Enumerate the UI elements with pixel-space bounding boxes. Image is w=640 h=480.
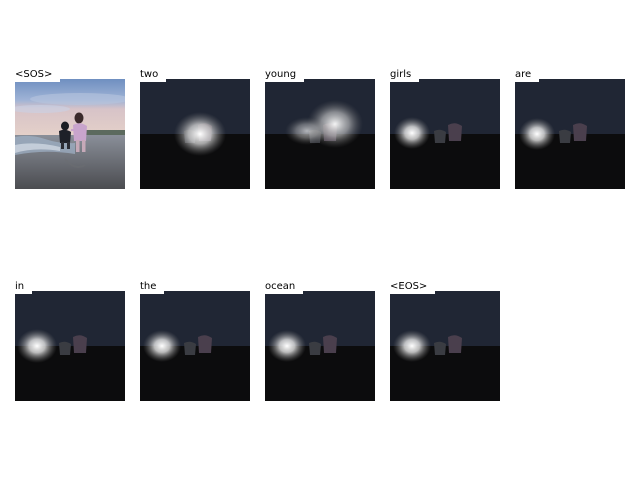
attention-panel-6: the [140,281,250,401]
attention-map [140,291,250,401]
attention-panel-5: in [15,281,125,401]
attention-panel-4: are [515,69,625,189]
word-label: two [140,69,167,82]
attention-panel-7: ocean [265,281,375,401]
beach-photo [15,79,125,189]
word-label: girls [390,69,420,82]
attention-panel-8: <EOS> [390,281,500,401]
word-label: young [265,69,305,82]
attention-panel-1: two [140,69,250,189]
word-label: the [140,281,165,294]
word-label: <EOS> [390,281,436,294]
attention-map [515,79,625,189]
attention-panel-3: girls [390,69,500,189]
attention-map [15,291,125,401]
attention-map [390,79,500,189]
word-label: in [15,281,33,294]
attention-map [140,79,250,189]
word-label: are [515,69,540,82]
attention-map [265,291,375,401]
attention-map [390,291,500,401]
attention-panel-0: <SOS> [15,69,125,189]
word-label: ocean [265,281,304,294]
word-label: <SOS> [15,69,61,82]
attention-panel-2: young [265,69,375,189]
attention-map [265,79,375,189]
